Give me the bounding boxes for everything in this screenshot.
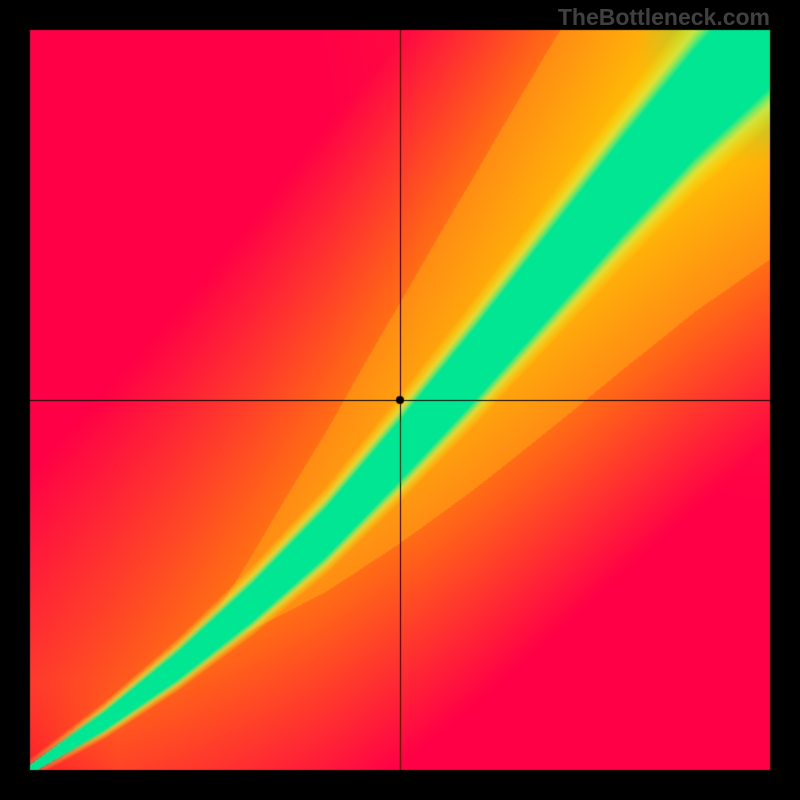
chart-container: TheBottleneck.com: [0, 0, 800, 800]
heatmap-canvas: [0, 0, 800, 800]
watermark-text: TheBottleneck.com: [558, 4, 770, 31]
